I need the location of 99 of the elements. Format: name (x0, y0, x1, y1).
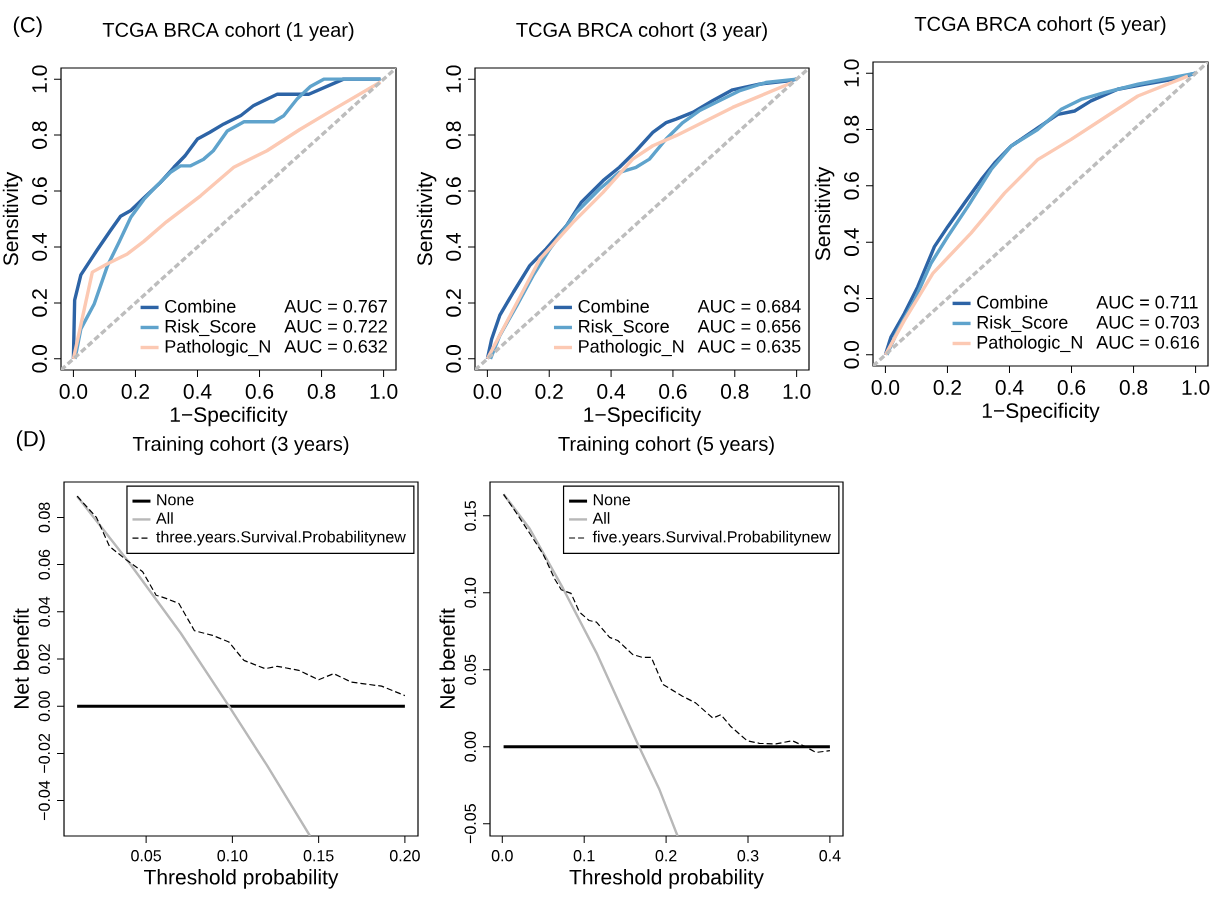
legend-label: All (592, 512, 610, 524)
x-tick-label: 1.0 (783, 384, 811, 399)
legend-label: three.years.Survival.Probabilitynew (156, 530, 406, 546)
y-tick-label: 0.0 (844, 340, 859, 369)
y-axis-title: Sensitivity (814, 166, 835, 261)
y-tick-label: 0.6 (32, 177, 47, 205)
annotation: AUC = 0.635 (697, 339, 801, 353)
x-tick-label: 0.6 (659, 384, 687, 399)
y-tick-label: −0.05 (464, 804, 476, 844)
x-tick-label: 0.2 (655, 850, 677, 862)
legend-label: All (156, 512, 173, 524)
annotation: AUC = 0.767 (284, 299, 387, 313)
x-tick-label: 0.6 (1057, 380, 1086, 395)
annotation: AUC = 0.656 (697, 319, 801, 333)
x-tick-label: 0.05 (131, 850, 162, 862)
legend-label: Risk_Score (977, 315, 1068, 333)
x-axis-title: 1−Specificity (982, 402, 1100, 423)
y-tick-label: 1.0 (32, 65, 47, 93)
y-tick-label: 0.4 (32, 232, 47, 261)
y-axis-title: Net benefit (13, 608, 29, 709)
x-tick-label: 1.0 (1182, 380, 1210, 395)
legend-label: None (593, 494, 631, 506)
annotation: AUC = 0.711 (1096, 295, 1198, 309)
y-tick-label: 1.0 (446, 65, 461, 93)
annotation: AUC = 0.722 (284, 319, 387, 333)
x-axis-title: Threshold probability (144, 869, 339, 889)
chart-title: Training cohort (3 years) (132, 436, 349, 455)
x-tick-label: 0.4 (995, 380, 1024, 395)
line-series (76, 495, 406, 697)
x-tick-label: 0.20 (389, 850, 420, 862)
x-axis-title: Threshold probability (569, 869, 764, 889)
x-tick-label: 0.2 (121, 384, 149, 399)
x-tick-label: 0.1 (573, 850, 595, 862)
x-tick-label: 1.0 (370, 384, 398, 399)
text: (D) (16, 430, 45, 451)
y-tick-label: 0.8 (446, 121, 461, 149)
y-tick-label: 0.10 (464, 577, 476, 608)
y-tick-label: 0.0 (32, 345, 47, 373)
y-tick-label: 0.2 (446, 289, 461, 317)
y-tick-label: 1.0 (844, 59, 859, 87)
y-tick-label: 0.6 (844, 172, 859, 200)
chart-title: Training cohort (5 years) (558, 436, 774, 455)
x-tick-label: 0.4 (597, 384, 626, 399)
x-tick-label: 0.15 (303, 850, 334, 862)
y-tick-label: 0.02 (38, 644, 50, 674)
x-tick-label: 0.8 (1119, 380, 1148, 395)
legend-label: Pathologic_N (165, 339, 270, 357)
annotation: AUC = 0.632 (284, 339, 387, 353)
y-tick-label: 0.8 (844, 115, 859, 144)
x-axis-title: 1−Specificity (170, 406, 288, 427)
y-axis-title: Sensitivity (416, 171, 437, 266)
y-tick-label: −0.04 (38, 780, 50, 821)
line-series (503, 493, 831, 754)
legend-label: Pathologic_N (977, 335, 1082, 353)
legend-label: Combine (977, 295, 1048, 309)
y-tick-label: 0.2 (32, 289, 47, 317)
x-tick-label: 0.0 (491, 850, 513, 862)
y-tick-label: 0.8 (32, 121, 47, 149)
y-tick-label: 0.4 (844, 228, 859, 256)
legend-label: Combine (165, 299, 236, 313)
y-tick-label: 0.6 (446, 177, 461, 205)
legend-label: Combine (578, 299, 649, 313)
y-axis-title: Sensitivity (2, 171, 23, 266)
legend-label: Risk_Score (165, 319, 256, 337)
y-tick-label: 0.4 (446, 232, 461, 261)
x-tick-label: 0.0 (871, 380, 900, 395)
y-tick-label: −0.02 (38, 733, 50, 773)
x-tick-label: 0.2 (933, 380, 961, 395)
y-axis-title: Net benefit (439, 608, 455, 709)
x-tick-label: 0.8 (721, 384, 749, 399)
x-tick-label: 0.4 (819, 850, 841, 862)
y-tick-label: 0.2 (844, 284, 859, 313)
text: (C) (13, 16, 42, 37)
x-axis-title: 1−Specificity (584, 406, 702, 427)
y-tick-label: 0.15 (464, 500, 476, 531)
x-tick-label: 0.0 (59, 384, 88, 399)
x-tick-label: 0.3 (737, 850, 759, 862)
annotation: AUC = 0.684 (697, 299, 801, 313)
legend-label: five.years.Survival.Probabilitynew (592, 530, 831, 546)
y-tick-label: 0.06 (38, 549, 50, 580)
x-tick-label: 0.10 (217, 850, 248, 862)
legend-label: None (157, 494, 194, 506)
chart-title: TCGA BRCA cohort (1 year) (102, 22, 354, 41)
y-tick-label: 0.08 (38, 502, 50, 533)
annotation: AUC = 0.703 (1096, 315, 1200, 329)
y-tick-label: 0.00 (464, 731, 476, 762)
y-tick-label: 0.0 (446, 345, 461, 373)
x-tick-label: 0.2 (535, 384, 563, 399)
annotation: AUC = 0.616 (1096, 335, 1200, 349)
y-tick-label: 0.04 (38, 596, 50, 627)
y-tick-label: 0.05 (464, 654, 476, 685)
x-tick-label: 0.4 (183, 384, 212, 399)
x-tick-label: 0.6 (245, 384, 274, 399)
chart-title: TCGA BRCA cohort (5 year) (914, 16, 1166, 35)
x-tick-label: 0.8 (307, 384, 336, 399)
chart-title: TCGA BRCA cohort (3 year) (516, 22, 767, 41)
y-tick-label: 0.00 (38, 691, 50, 722)
legend-label: Risk_Score (579, 319, 669, 337)
legend-label: Pathologic_N (579, 339, 684, 357)
